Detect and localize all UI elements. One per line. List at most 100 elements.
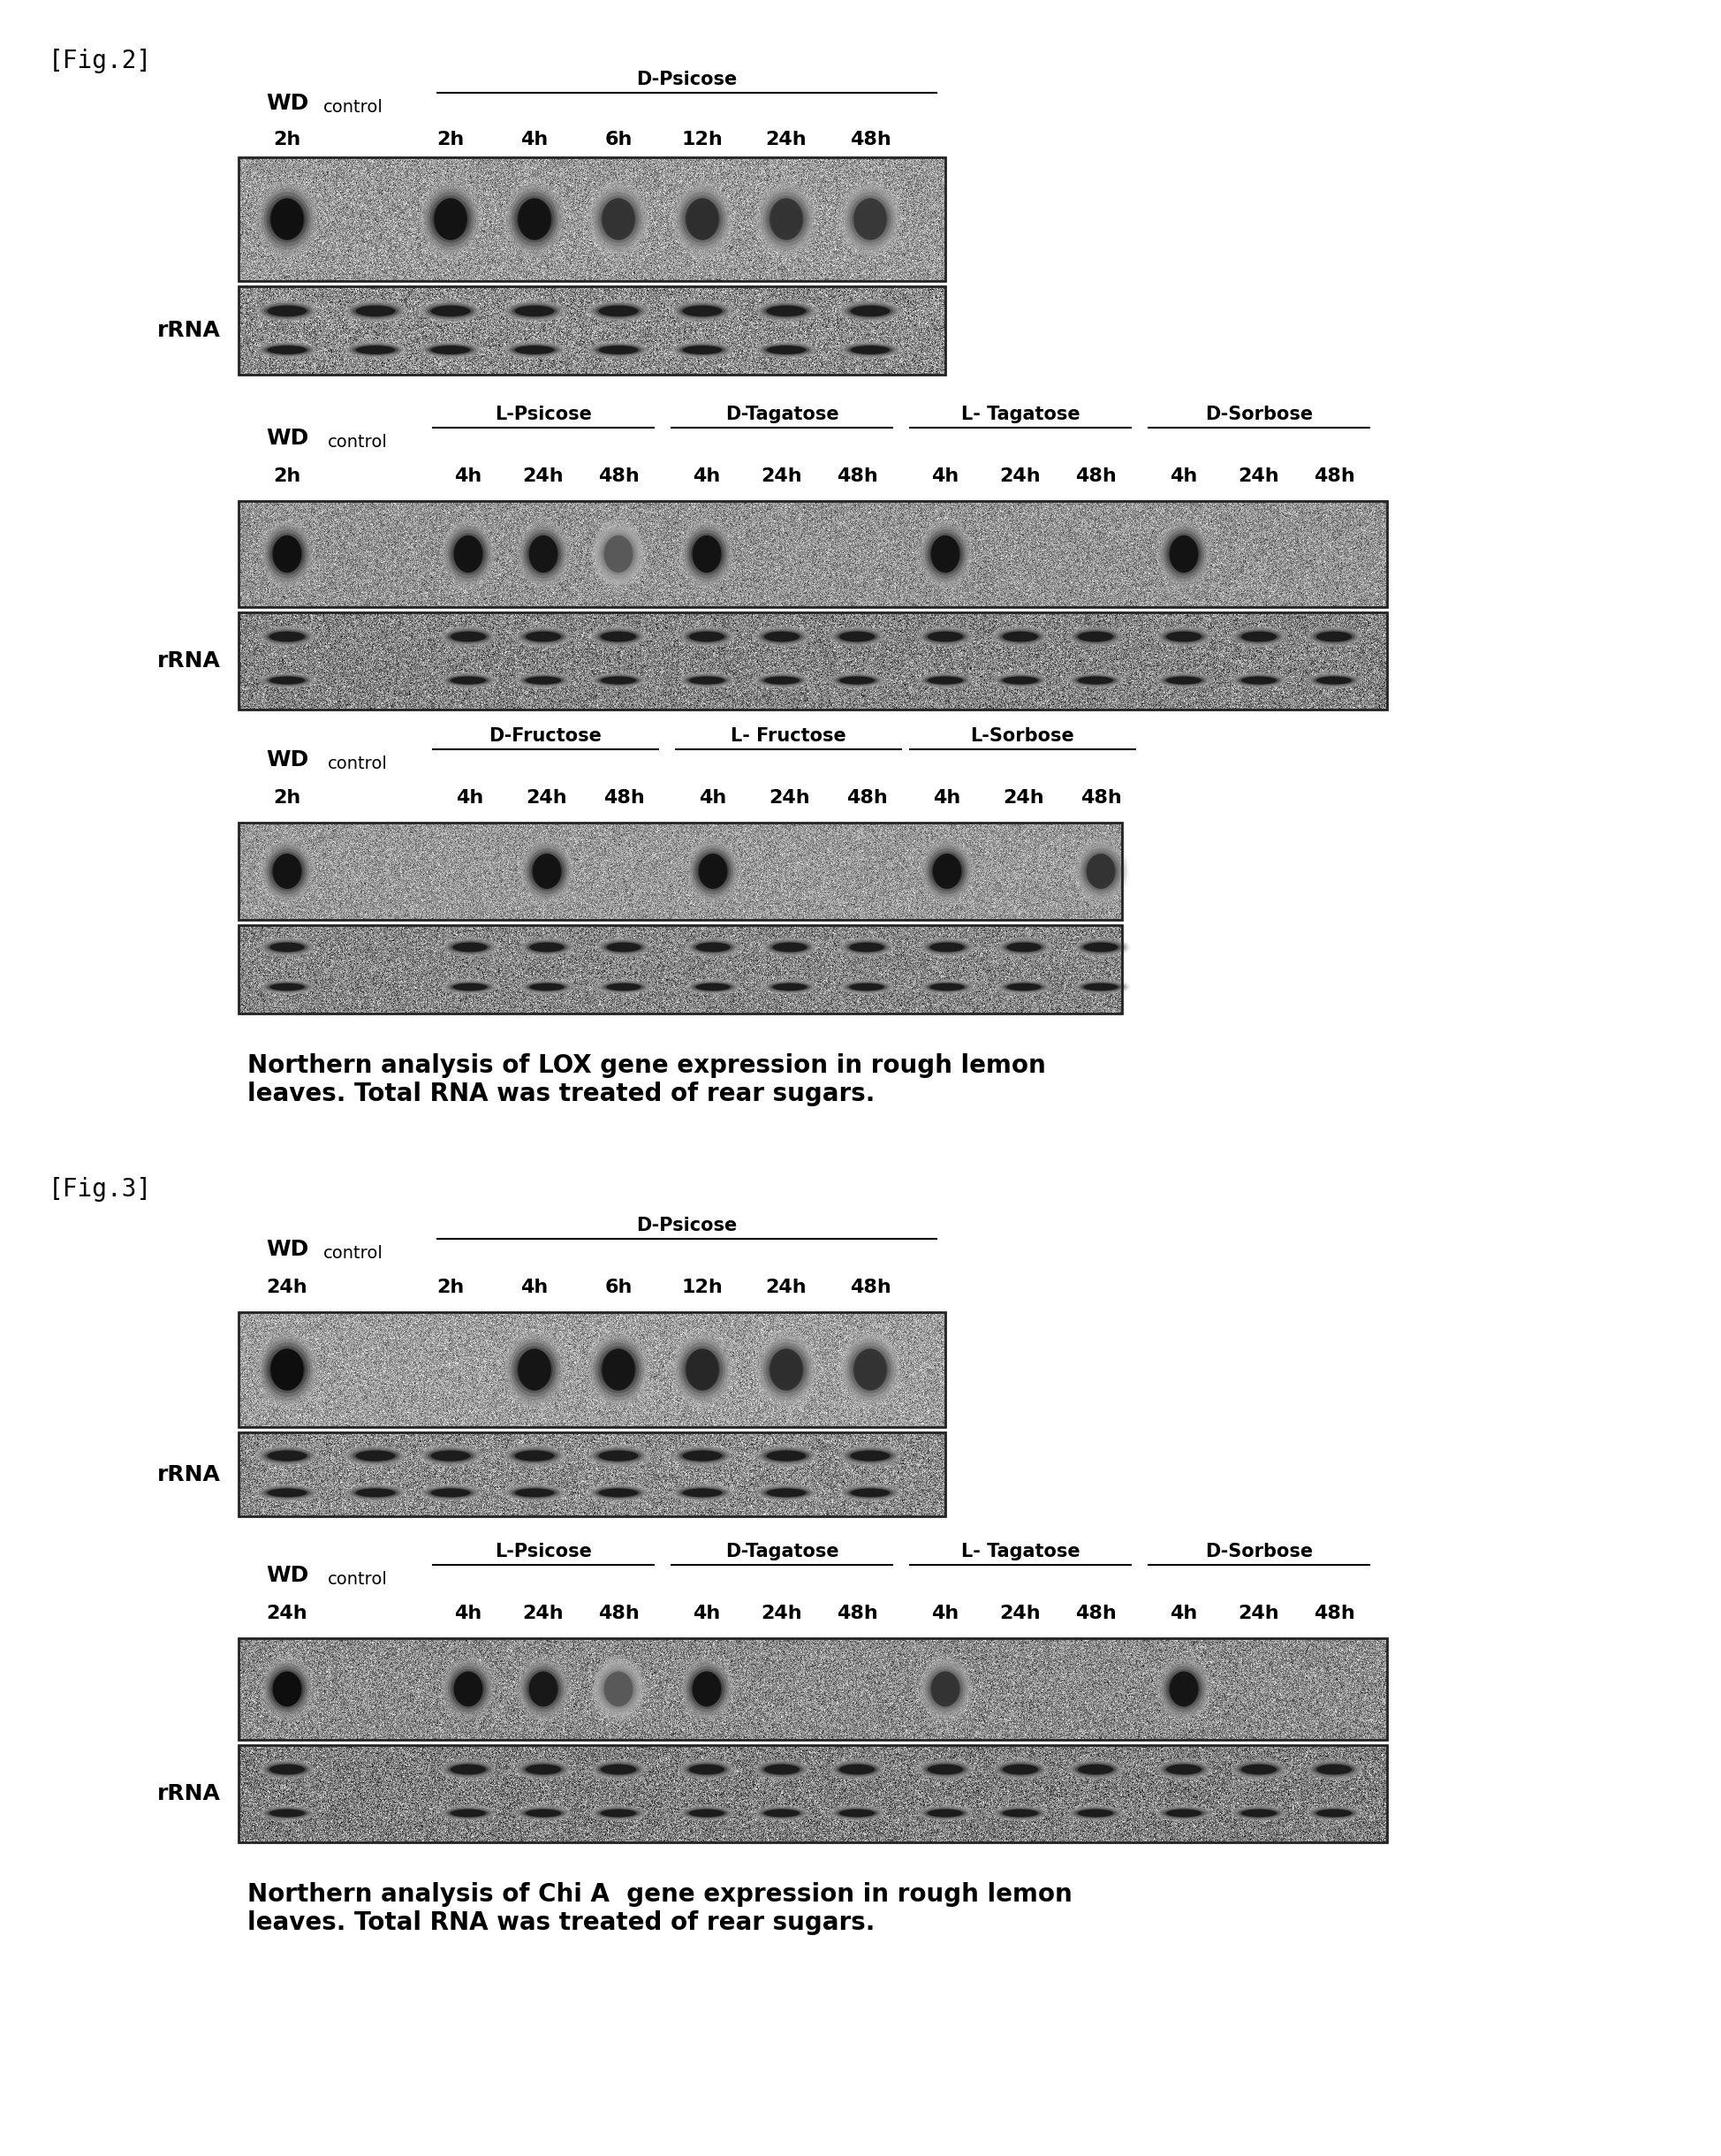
Ellipse shape [515, 345, 554, 354]
Ellipse shape [1158, 1807, 1208, 1820]
Ellipse shape [676, 1757, 737, 1781]
Ellipse shape [606, 942, 642, 951]
Ellipse shape [680, 1488, 725, 1498]
Ellipse shape [990, 625, 1050, 649]
Ellipse shape [437, 1757, 497, 1781]
Ellipse shape [683, 979, 742, 996]
Ellipse shape [525, 1809, 561, 1818]
Ellipse shape [764, 1809, 799, 1818]
Ellipse shape [685, 1809, 726, 1818]
Ellipse shape [506, 185, 563, 254]
Ellipse shape [258, 1485, 315, 1501]
Ellipse shape [599, 981, 649, 994]
Ellipse shape [590, 343, 647, 358]
Ellipse shape [594, 936, 652, 957]
Ellipse shape [344, 300, 406, 321]
Ellipse shape [917, 673, 972, 688]
Ellipse shape [520, 675, 566, 686]
Ellipse shape [590, 302, 647, 321]
Ellipse shape [427, 1488, 473, 1498]
Ellipse shape [511, 304, 558, 317]
Ellipse shape [260, 938, 313, 957]
Ellipse shape [682, 1660, 731, 1718]
Ellipse shape [688, 981, 737, 994]
Ellipse shape [527, 942, 566, 953]
Ellipse shape [442, 1761, 494, 1779]
Ellipse shape [516, 1656, 570, 1720]
Ellipse shape [268, 632, 305, 642]
Ellipse shape [528, 942, 564, 951]
Ellipse shape [847, 942, 886, 953]
Ellipse shape [513, 1345, 554, 1393]
Ellipse shape [451, 1764, 485, 1774]
Ellipse shape [756, 1807, 807, 1820]
Ellipse shape [826, 625, 886, 649]
Ellipse shape [756, 1761, 807, 1779]
Ellipse shape [1002, 677, 1038, 683]
Ellipse shape [597, 1809, 638, 1818]
Ellipse shape [515, 1805, 571, 1822]
Text: 48h: 48h [602, 789, 644, 806]
Ellipse shape [503, 300, 564, 321]
Ellipse shape [268, 533, 305, 576]
Ellipse shape [513, 196, 554, 244]
Ellipse shape [430, 345, 470, 354]
Ellipse shape [671, 1330, 733, 1408]
Ellipse shape [833, 1761, 879, 1777]
Ellipse shape [850, 345, 890, 354]
Ellipse shape [518, 837, 575, 906]
Ellipse shape [688, 677, 725, 683]
Ellipse shape [1081, 983, 1120, 992]
Ellipse shape [601, 940, 645, 955]
Ellipse shape [592, 1485, 644, 1498]
Ellipse shape [523, 1764, 564, 1777]
Ellipse shape [1003, 942, 1043, 953]
Ellipse shape [848, 1345, 890, 1393]
Ellipse shape [454, 539, 482, 569]
Ellipse shape [924, 940, 969, 955]
Ellipse shape [262, 343, 313, 356]
Ellipse shape [842, 1335, 898, 1404]
Ellipse shape [353, 1488, 398, 1498]
Ellipse shape [1308, 1761, 1360, 1779]
Ellipse shape [604, 539, 632, 569]
Ellipse shape [267, 847, 306, 895]
Ellipse shape [506, 1447, 563, 1464]
Ellipse shape [1077, 940, 1122, 955]
Ellipse shape [501, 1483, 568, 1503]
Ellipse shape [928, 677, 962, 683]
Ellipse shape [268, 1669, 305, 1710]
Ellipse shape [926, 847, 967, 895]
Ellipse shape [355, 306, 396, 317]
Ellipse shape [525, 1764, 561, 1774]
Ellipse shape [530, 942, 563, 953]
Ellipse shape [511, 1449, 558, 1462]
Text: D-Sorbose: D-Sorbose [1205, 1544, 1311, 1561]
Ellipse shape [601, 632, 637, 642]
Ellipse shape [924, 1667, 965, 1712]
Ellipse shape [442, 673, 494, 688]
Ellipse shape [267, 196, 308, 244]
Ellipse shape [928, 632, 962, 642]
Ellipse shape [669, 1328, 735, 1412]
Text: 24h: 24h [523, 1604, 564, 1621]
Ellipse shape [998, 981, 1048, 994]
Ellipse shape [1303, 671, 1363, 690]
Ellipse shape [416, 177, 484, 261]
Ellipse shape [267, 1764, 308, 1777]
Ellipse shape [265, 845, 310, 897]
Ellipse shape [451, 632, 485, 642]
Ellipse shape [1163, 1764, 1205, 1777]
Ellipse shape [262, 1339, 313, 1401]
Ellipse shape [924, 845, 969, 897]
Ellipse shape [430, 306, 470, 317]
Ellipse shape [769, 198, 802, 239]
Ellipse shape [590, 1759, 645, 1779]
Ellipse shape [922, 940, 971, 955]
Text: L-Sorbose: L-Sorbose [971, 727, 1074, 744]
Ellipse shape [1083, 852, 1119, 890]
Ellipse shape [515, 306, 554, 317]
Ellipse shape [1081, 942, 1120, 953]
Text: 48h: 48h [1313, 1604, 1354, 1621]
Ellipse shape [1313, 1809, 1354, 1818]
